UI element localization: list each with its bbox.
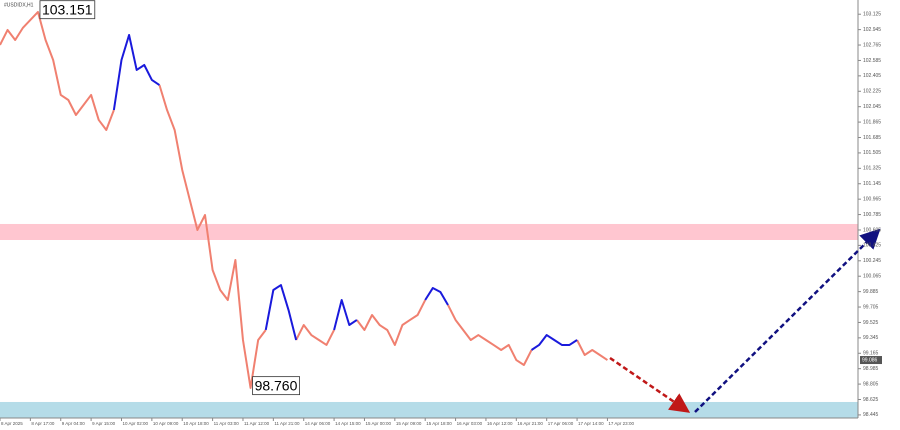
x-tick-label: 15 Apr 18:00 — [426, 421, 452, 426]
x-tick-label: 16 Apr 21:00 — [517, 421, 543, 426]
x-tick-label: 11 Apr 12:00 — [244, 421, 270, 426]
zone — [0, 401, 858, 418]
y-tick-label: 102.765 — [863, 42, 881, 48]
y-tick-label: 102.945 — [863, 27, 881, 33]
x-tick-label: 10 Apr 02:00 — [122, 421, 148, 426]
forecast-arrow-up — [694, 228, 881, 413]
x-tick-label: 14 Apr 06:00 — [305, 421, 331, 426]
plot — [0, 10, 608, 389]
y-tick-label: 100.785 — [863, 212, 881, 218]
chart-title: #USDIDX,H1 — [4, 2, 34, 8]
x-tick-label: 17 Apr 06:00 — [548, 421, 574, 426]
price-line — [112, 34, 578, 351]
y-tick-label: 101.505 — [863, 150, 881, 156]
y-tick-label: 103.125 — [863, 12, 881, 18]
x-tick-label: 10 Apr 18:00 — [183, 421, 209, 426]
annotation-label: 103.151 — [42, 2, 93, 18]
x-tick-label: 9 Apr 04:00 — [62, 421, 86, 426]
x-tick-label: 15 Apr 00:00 — [365, 421, 391, 426]
y-tick-label: 100.245 — [863, 258, 881, 264]
current-price-label: 99.086 — [862, 357, 878, 363]
y-tick-label: 99.345 — [863, 335, 879, 341]
x-tick-label: 11 Apr 21:00 — [274, 421, 300, 426]
y-tick-label: 101.145 — [863, 181, 881, 187]
annotation-box — [252, 376, 301, 396]
x-tick-label: 8 Apr 17:00 — [31, 421, 55, 426]
y-tick-label: 98.445 — [863, 412, 879, 418]
price-line — [0, 10, 608, 389]
y-tick-label: 99.705 — [863, 304, 879, 310]
y-tick-label: 100.605 — [863, 227, 881, 233]
y-tick-label: 99.885 — [863, 289, 879, 295]
current-price-box — [860, 356, 882, 365]
y-tick-label: 102.585 — [863, 58, 881, 64]
y-tick-label: 102.225 — [863, 89, 881, 95]
forecast-arrow-down — [609, 356, 691, 413]
y-tick-label: 98.625 — [863, 397, 879, 403]
y-tick-label: 101.685 — [863, 135, 881, 141]
x-tick-label: 10 Apr 09:00 — [153, 421, 179, 426]
y-tick-label: 102.045 — [863, 104, 881, 110]
y-tick-label: 101.865 — [863, 119, 881, 125]
x-tick-label: 14 Apr 15:00 — [335, 421, 361, 426]
y-tick-label: 99.525 — [863, 320, 879, 326]
x-tick-label: 16 Apr 03:00 — [457, 421, 483, 426]
y-tick-label: 98.985 — [863, 366, 879, 372]
y-tick-label: 100.065 — [863, 274, 881, 280]
y-tick-label: 99.165 — [863, 351, 879, 357]
y-tick-label: 100.425 — [863, 243, 881, 249]
x-tick-label: 15 Apr 09:00 — [396, 421, 422, 426]
x-tick-label: 8 Apr 2025 — [1, 421, 23, 426]
y-tick-label: 101.325 — [863, 166, 881, 172]
zones — [0, 223, 858, 418]
y-tick-label: 100.965 — [863, 196, 881, 202]
x-tick-label: 11 Apr 03:00 — [214, 421, 240, 426]
extreme-annotation: 98.760 — [252, 376, 301, 396]
x-tick-label: 9 Apr 15:00 — [92, 421, 116, 426]
y-tick-label: 98.805 — [863, 381, 879, 387]
x-tick-label: 17 Apr 14:00 — [578, 421, 604, 426]
annotation-label: 98.760 — [255, 378, 298, 394]
x-tick-label: 17 Apr 23:00 — [608, 421, 634, 426]
annotation-box — [39, 0, 96, 20]
zone — [0, 223, 858, 240]
extreme-annotation: 103.151 — [39, 0, 96, 20]
x-tick-label: 16 Apr 12:00 — [487, 421, 513, 426]
y-tick-label: 102.405 — [863, 73, 881, 79]
